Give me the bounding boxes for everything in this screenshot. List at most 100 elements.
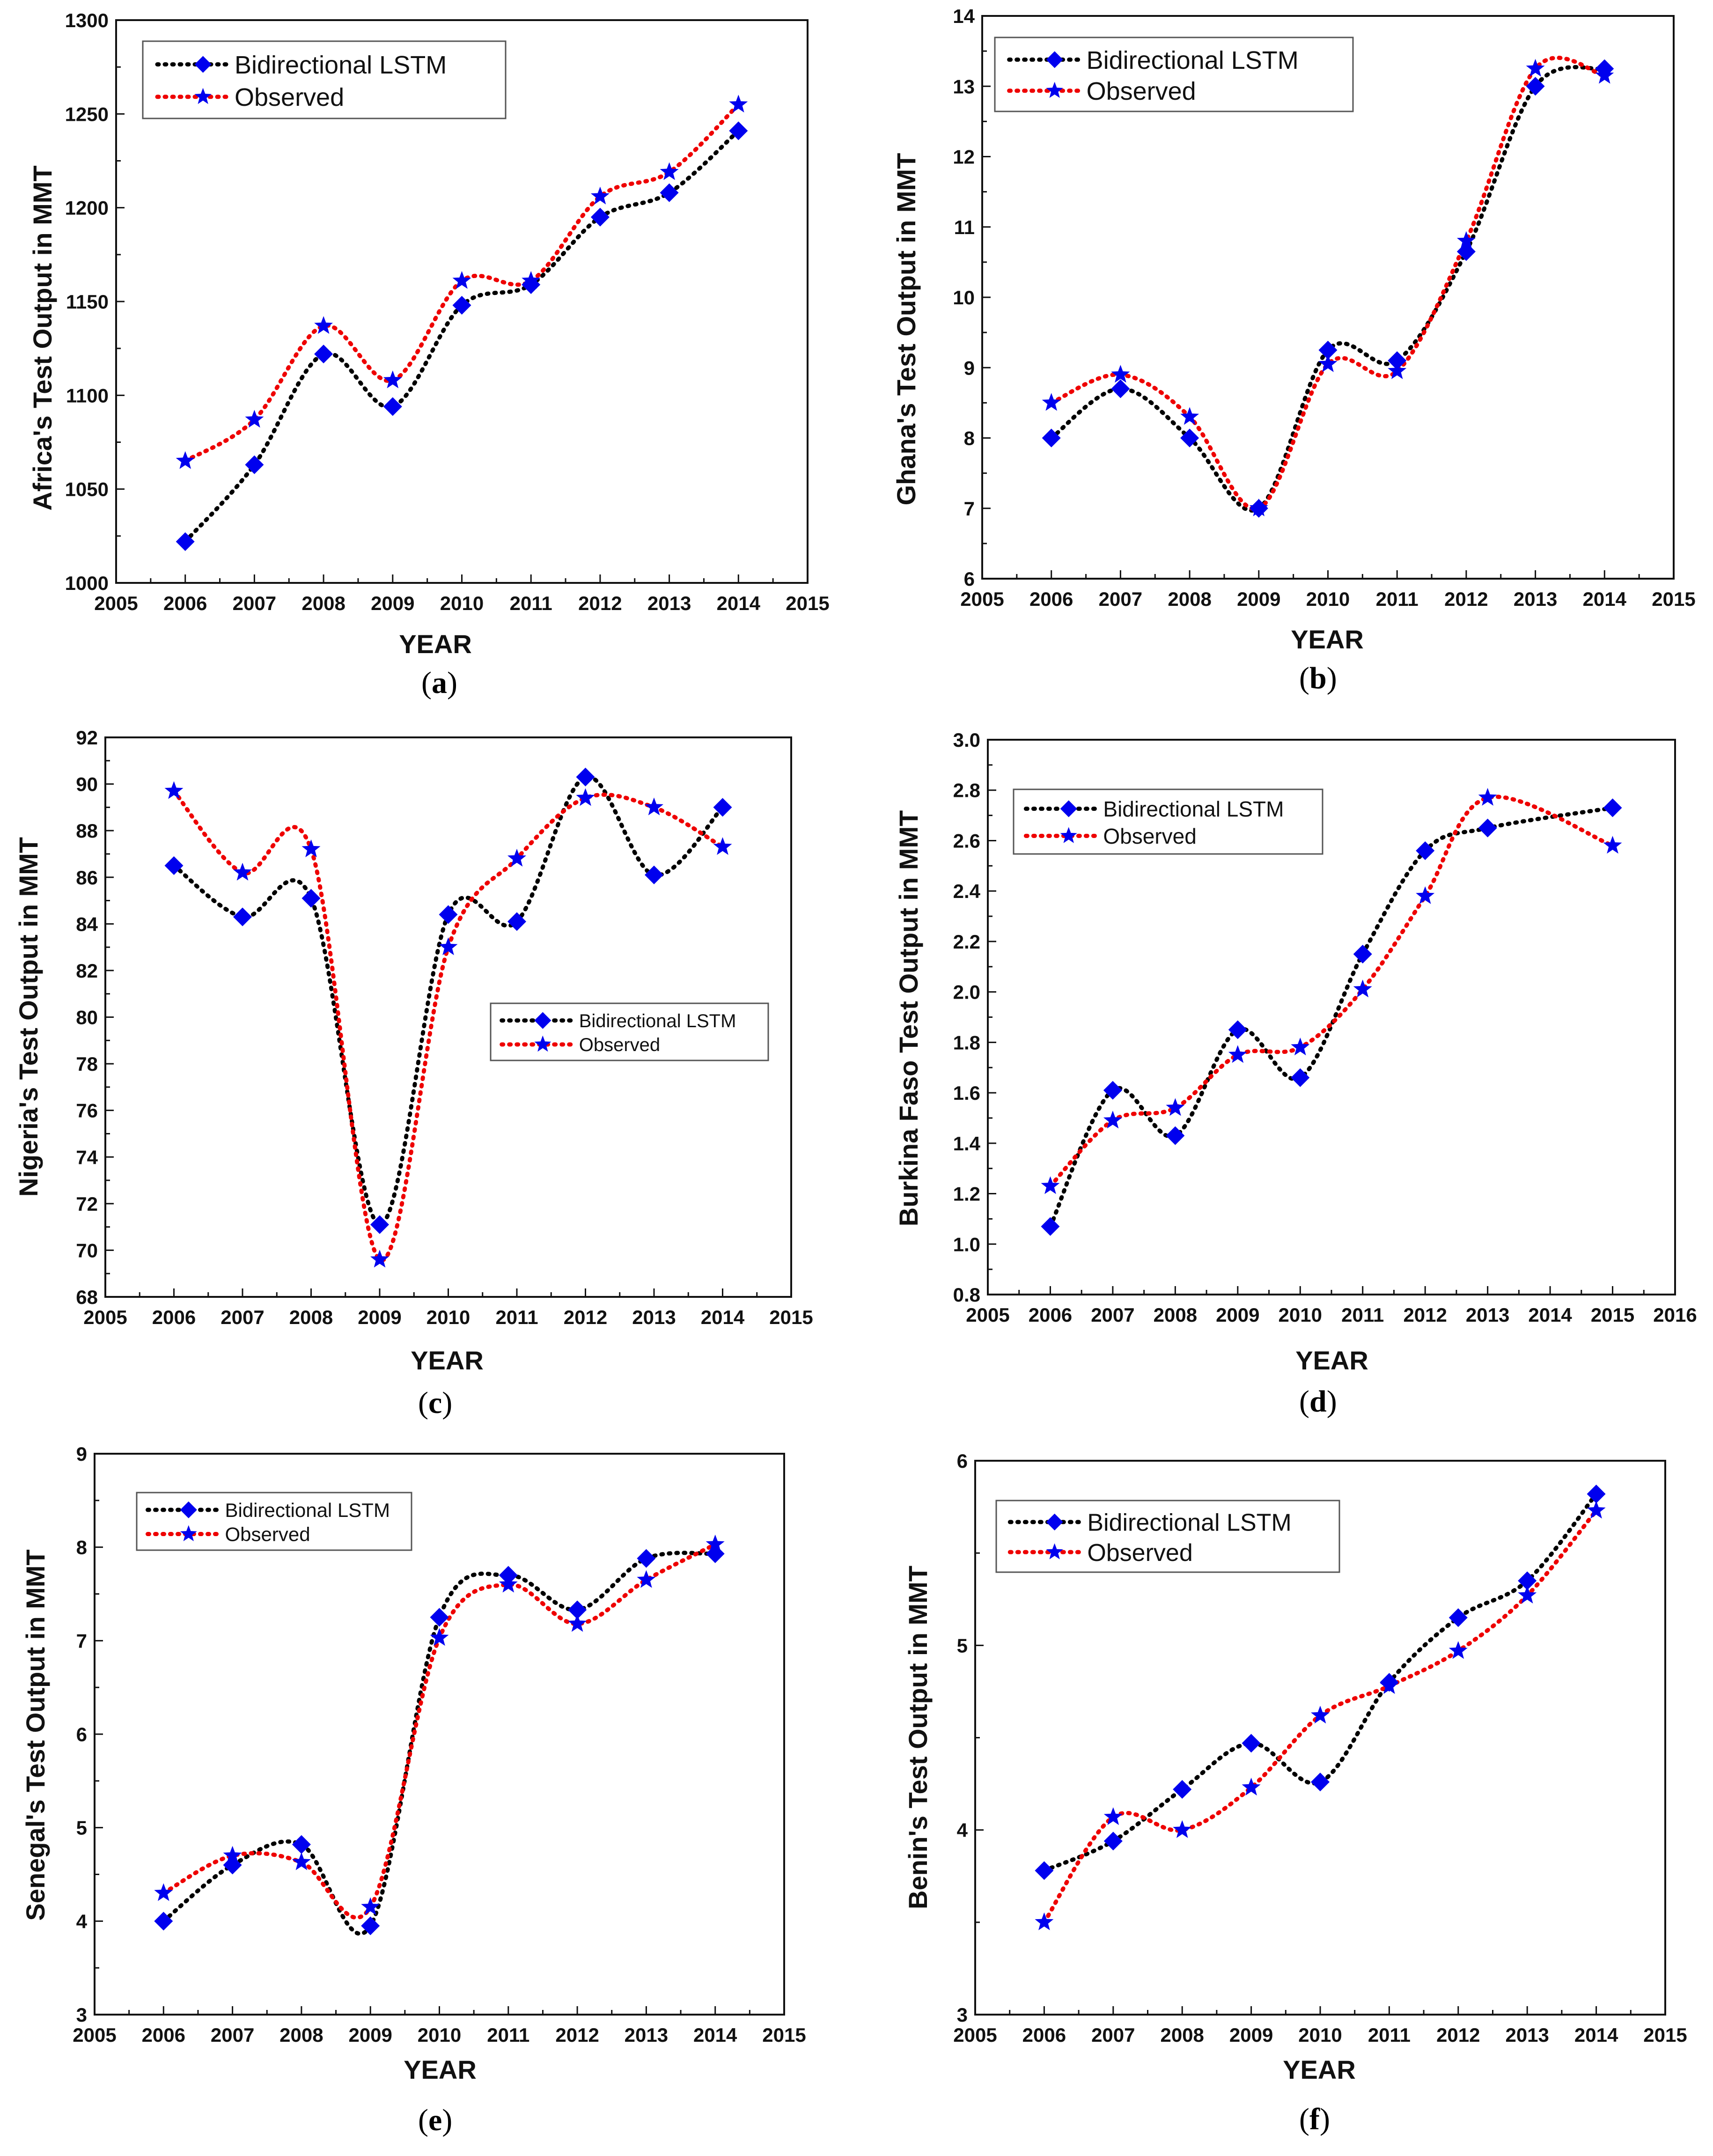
x-axis-title: YEAR <box>404 2055 477 2084</box>
x-tick-label: 2015 <box>769 1306 813 1328</box>
legend-box <box>142 40 507 119</box>
x-tick-label: 2013 <box>1466 1304 1509 1326</box>
panel-caption: (c) <box>418 1386 452 1420</box>
x-tick-label: 2015 <box>762 2024 806 2046</box>
x-tick-label: 2014 <box>1528 1304 1572 1326</box>
bilstm-point <box>245 455 264 474</box>
caption-letter: e <box>428 2103 442 2137</box>
x-tick-label: 2010 <box>1306 588 1350 610</box>
y-tick-label: 2.2 <box>953 931 980 953</box>
observed-point <box>660 162 679 180</box>
y-axis-title: Benin's Test Output in MMT <box>903 1566 933 1909</box>
caption-close-paren: ) <box>1320 2102 1330 2136</box>
legend-star-marker <box>534 1035 551 1052</box>
bilstm-point <box>507 912 526 931</box>
y-tick-label: 70 <box>76 1239 98 1261</box>
y-tick-label: 84 <box>76 913 98 935</box>
caption-letter: f <box>1309 2102 1320 2136</box>
x-tick-label: 2009 <box>358 1306 401 1328</box>
observed-point <box>1103 1807 1123 1825</box>
bilstm-point <box>176 532 195 551</box>
x-tick-label: 2014 <box>717 592 761 614</box>
y-axis-title: Ghana's Test Output in MMT <box>891 153 921 506</box>
bilstm-point <box>1041 1217 1060 1236</box>
caption-open-paren: ( <box>418 1386 428 1420</box>
bilstm-point <box>361 1916 380 1935</box>
y-tick-label: 4 <box>957 1819 968 1841</box>
x-tick-label: 2011 <box>510 592 552 614</box>
observed-point <box>1035 1912 1054 1930</box>
legend-diamond-marker <box>180 1501 197 1518</box>
series-line-observed <box>1049 56 1607 511</box>
x-tick-label: 2007 <box>1099 588 1142 610</box>
caption-open-paren: ( <box>418 2103 428 2137</box>
series-line-bilstm <box>183 128 741 544</box>
x-tick-label: 2005 <box>953 2024 997 2046</box>
bilstm-point <box>430 1608 449 1627</box>
x-tick-label: 2008 <box>1154 1304 1197 1326</box>
x-tick-label: 2011 <box>1376 588 1419 610</box>
observed-point <box>1041 1176 1060 1194</box>
observed-point <box>1587 1501 1606 1519</box>
observed-point <box>439 937 458 956</box>
bilstm-point <box>1228 1020 1247 1039</box>
observed-point <box>223 1846 242 1864</box>
chart-panel-b: 2005 2006 2007 2008 2009 2010 2011 2012 2013 2014… <box>891 5 1696 695</box>
x-tick-label: 2011 <box>1341 1304 1384 1326</box>
bilstm-point <box>314 345 333 364</box>
y-tick-label: 8 <box>76 1537 87 1559</box>
y-tick-label: 1150 <box>66 291 109 313</box>
x-tick-label: 2015 <box>1591 1304 1634 1326</box>
x-tick-label: 2010 <box>418 2024 461 2046</box>
x-tick-label: 2016 <box>1653 1304 1697 1326</box>
x-tick-label: 2008 <box>279 2024 323 2046</box>
x-tick-label: 2008 <box>289 1306 333 1328</box>
x-tick-label: 2015 <box>786 592 829 614</box>
bilstm-point <box>1180 428 1199 448</box>
series-line-observed <box>1042 1508 1599 1925</box>
y-tick-label: 1.6 <box>953 1082 980 1104</box>
bilstm-point <box>637 1549 656 1568</box>
observed-point <box>706 1534 725 1553</box>
y-tick-label: 2.4 <box>953 880 981 902</box>
bilstm-point <box>576 767 595 787</box>
observed-point <box>383 370 402 389</box>
bilstm-point <box>1291 1068 1310 1087</box>
y-tick-label: 7 <box>964 498 975 520</box>
y-tick-label: 80 <box>76 1007 98 1029</box>
y-tick-label: 1.0 <box>953 1233 980 1255</box>
chart-panel-d: 2005 2006 2007 2008 2009 2010 2011 2012 2013 2014… <box>894 729 1697 1419</box>
observed-point <box>576 788 595 806</box>
bilstm-point <box>1587 1484 1606 1503</box>
observed-point <box>1103 1111 1122 1129</box>
x-tick-label: 2010 <box>1298 2024 1342 2046</box>
y-tick-label: 92 <box>76 727 98 749</box>
legend-diamond-marker <box>534 1012 551 1029</box>
y-tick-label: 74 <box>76 1146 98 1168</box>
x-tick-label: 2012 <box>555 2024 599 2046</box>
legend-label: Observed <box>225 1523 310 1545</box>
x-tick-label: 2014 <box>1574 2024 1618 2046</box>
x-tick-label: 2010 <box>426 1306 470 1328</box>
y-tick-label: 2.8 <box>953 780 980 802</box>
bilstm-point <box>1416 841 1435 860</box>
y-tick-label: 68 <box>76 1286 98 1308</box>
caption-letter: a <box>432 666 447 700</box>
x-tick-label: 2005 <box>73 2024 116 2046</box>
x-axis-title: YEAR <box>399 629 472 659</box>
y-tick-label: 1.8 <box>953 1031 980 1053</box>
x-tick-label: 2006 <box>163 592 207 614</box>
y-tick-label: 3.0 <box>953 729 980 751</box>
x-tick-label: 2005 <box>83 1306 127 1328</box>
chart-panel-a: 2005 2006 2007 2008 2009 2010 2011 2012 2013 2014… <box>28 9 830 700</box>
series-line-observed <box>172 789 725 1263</box>
x-axis-title: YEAR <box>411 1346 484 1375</box>
y-axis-title: Burkina Faso Test Output in MMT <box>894 810 923 1227</box>
observed-point <box>1180 407 1199 425</box>
observed-point <box>1111 365 1130 383</box>
x-tick-label: 2010 <box>440 592 484 614</box>
bilstm-point <box>1103 1832 1123 1851</box>
observed-point <box>301 839 321 857</box>
